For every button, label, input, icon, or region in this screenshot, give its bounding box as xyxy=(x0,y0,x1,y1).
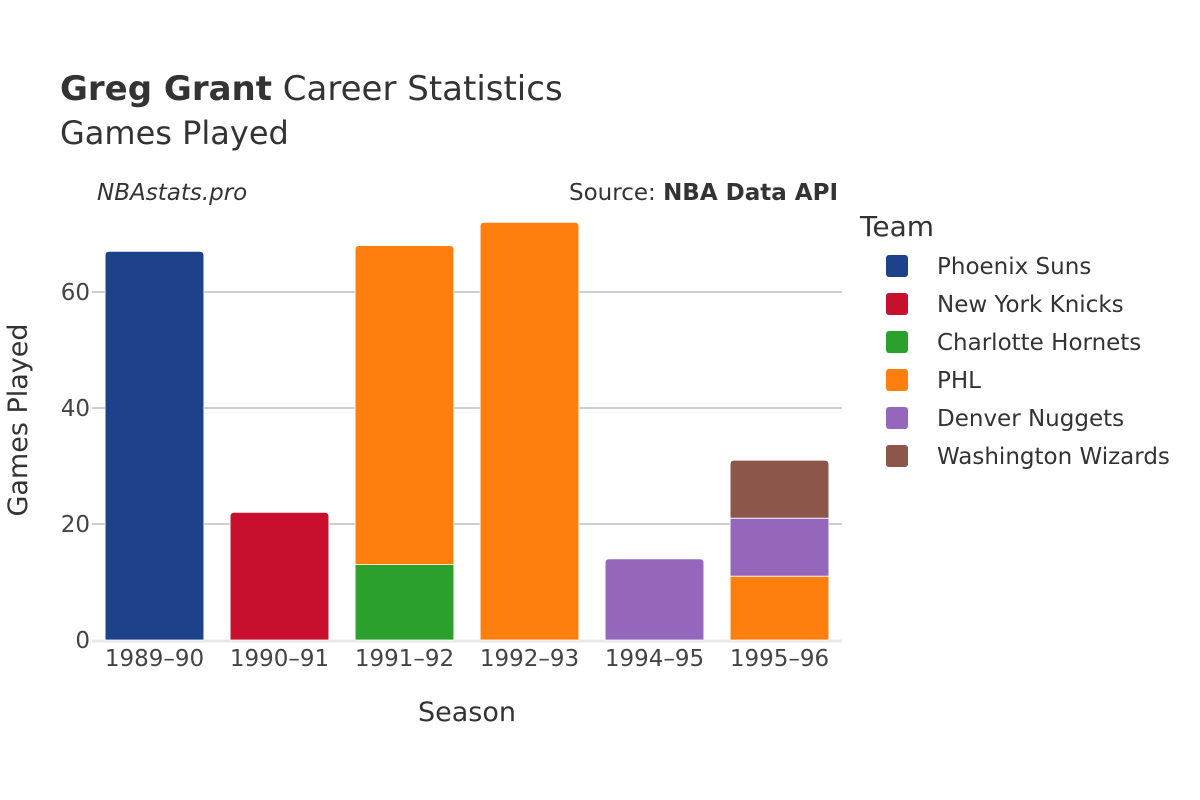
bars xyxy=(104,222,830,641)
chart-title-rest: Career Statistics xyxy=(272,69,563,109)
x-axis-title: Season xyxy=(418,697,516,728)
x-tick-label: 1994–95 xyxy=(605,646,704,672)
legend-label-phl[interactable]: PHL xyxy=(937,368,981,394)
legend-label-charlotte-hornets[interactable]: Charlotte Hornets xyxy=(937,330,1141,356)
bar-denver-nuggets-1995-96[interactable] xyxy=(729,517,830,577)
x-tick-labels: 1989–90 1990–91 1991–92 1992–93 1994–95 1995–… xyxy=(105,646,829,672)
chart-subtitle: Games Played xyxy=(60,114,289,152)
legend-label-phoenix-suns[interactable]: Phoenix Suns xyxy=(937,254,1091,280)
legend-swatch-denver-nuggets[interactable] xyxy=(886,407,908,429)
legend-swatch-washington-wizards[interactable] xyxy=(886,445,908,467)
x-tick-label: 1990–91 xyxy=(230,646,329,672)
bar-charlotte-hornets-1991-92[interactable] xyxy=(354,564,455,641)
y-tick-labels: 0 20 40 60 xyxy=(61,280,90,654)
legend-title: Team xyxy=(859,210,934,243)
chart-title-player: Greg Grant xyxy=(60,69,272,109)
bar-new-york-knicks-1990-91[interactable] xyxy=(229,512,330,641)
x-tick-label: 1995–96 xyxy=(730,646,829,672)
y-tick-label: 20 xyxy=(61,512,90,538)
y-tick-label: 0 xyxy=(75,628,90,654)
gridlines xyxy=(92,291,842,643)
legend-label-denver-nuggets[interactable]: Denver Nuggets xyxy=(937,406,1124,432)
x-tick-label: 1992–93 xyxy=(480,646,579,672)
bar-phl-1992-93[interactable] xyxy=(479,222,580,641)
bar-phl-1991-92[interactable] xyxy=(354,245,455,565)
x-tick-label: 1989–90 xyxy=(105,646,204,672)
source-prefix: Source: xyxy=(569,180,663,206)
legend-swatch-phl[interactable] xyxy=(886,369,908,391)
legend-label-new-york-knicks[interactable]: New York Knicks xyxy=(937,292,1124,318)
source-label: Source: NBA Data API xyxy=(569,180,838,206)
legend: Phoenix Suns New York Knicks Charlotte Hor… xyxy=(886,254,1170,470)
chart-title: Greg Grant Career Statistics xyxy=(60,69,563,109)
legend-swatch-new-york-knicks[interactable] xyxy=(886,293,908,315)
bar-washington-wizards-1995-96[interactable] xyxy=(729,459,830,519)
legend-swatch-charlotte-hornets[interactable] xyxy=(886,331,908,353)
y-axis-title: Games Played xyxy=(3,323,34,516)
y-tick-label: 60 xyxy=(61,280,90,306)
legend-swatch-phoenix-suns[interactable] xyxy=(886,255,908,277)
source-name: NBA Data API xyxy=(663,180,838,206)
bar-denver-nuggets-1994-95[interactable] xyxy=(604,558,705,641)
bar-phoenix-suns-1989-90[interactable] xyxy=(104,251,205,641)
x-tick-label: 1991–92 xyxy=(355,646,454,672)
watermark: NBAstats.pro xyxy=(97,180,247,206)
bar-phl-1995-96[interactable] xyxy=(729,575,830,641)
y-tick-label: 40 xyxy=(61,396,90,422)
legend-label-washington-wizards[interactable]: Washington Wizards xyxy=(937,444,1170,470)
